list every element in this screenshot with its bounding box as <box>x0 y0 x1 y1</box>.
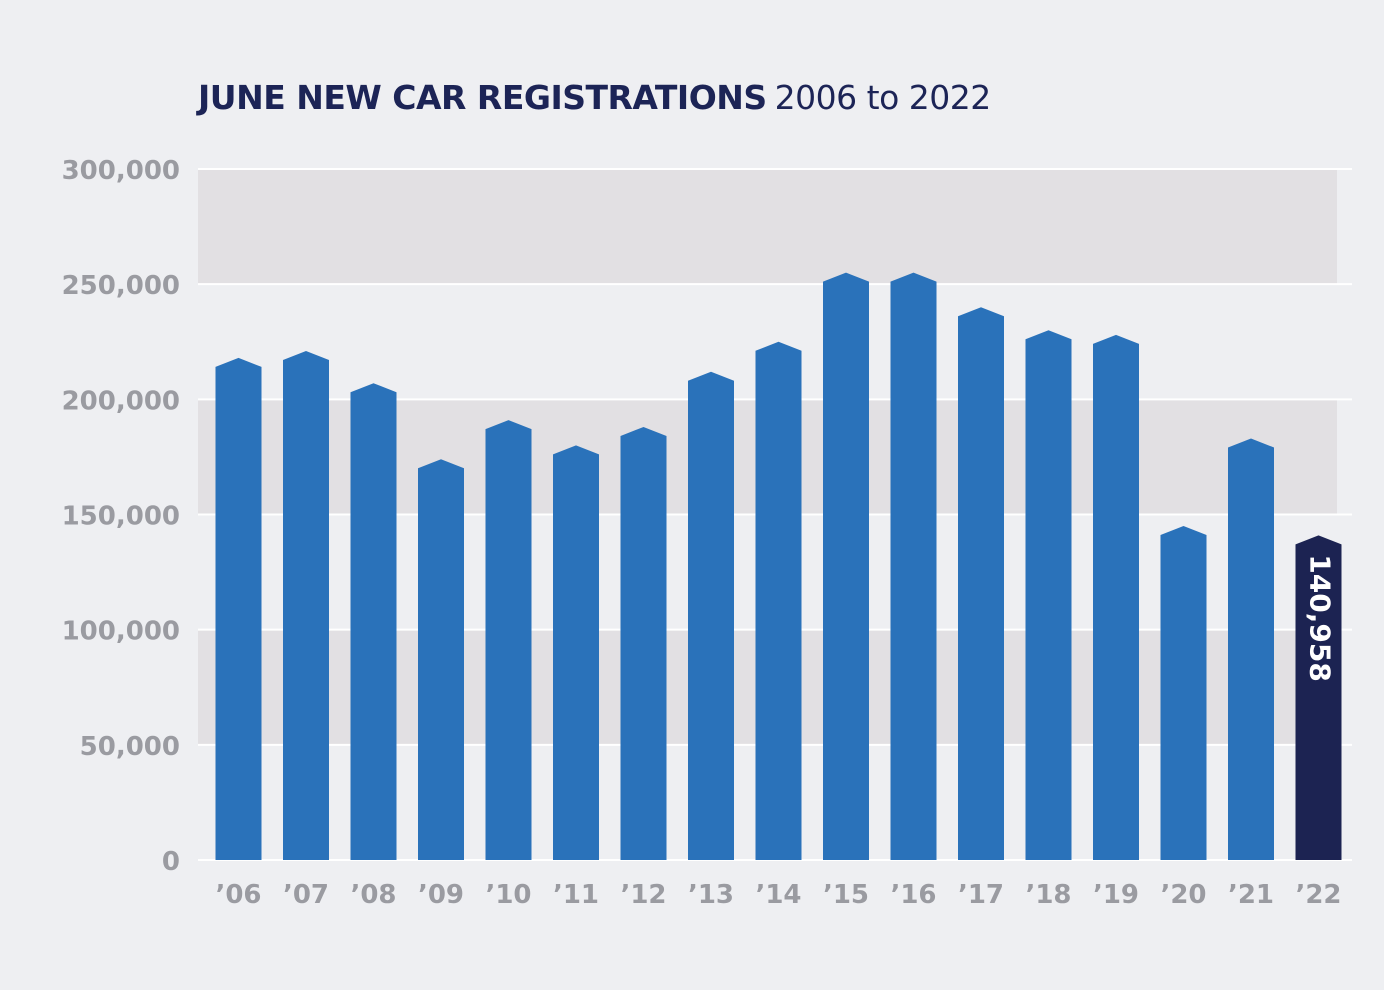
bar-15 <box>1228 438 1274 860</box>
y-tick-label: 150,000 <box>62 502 180 532</box>
x-tick-label: ’18 <box>1025 880 1071 910</box>
bar-16 <box>1295 535 1342 860</box>
bar-8 <box>755 341 802 860</box>
bar-5 <box>553 445 599 860</box>
x-tick-label: ’12 <box>620 880 666 910</box>
data-label: 140,958 <box>1304 554 1337 682</box>
x-tick-label: ’10 <box>485 880 531 910</box>
bar-6 <box>620 426 667 860</box>
bar-1 <box>283 350 329 860</box>
x-tick-label: ’11 <box>553 880 599 910</box>
chart-title-main: JUNE NEW CAR REGISTRATIONS <box>198 78 767 117</box>
bar-4 <box>485 420 532 860</box>
y-tick-label: 0 <box>162 847 180 877</box>
x-tick-label: ’07 <box>283 880 329 910</box>
bar-3 <box>418 459 464 860</box>
y-tick-label: 100,000 <box>62 617 180 647</box>
y-tick-label: 250,000 <box>62 271 180 301</box>
bar-7 <box>688 371 734 860</box>
x-tick-label: ’17 <box>958 880 1004 910</box>
chart-title: JUNE NEW CAR REGISTRATIONS 2006 to 2022 <box>198 78 991 117</box>
x-tick-label: ’09 <box>418 880 464 910</box>
bar-11 <box>958 307 1004 860</box>
chart-title-range: 2006 to 2022 <box>774 78 992 117</box>
x-tick-label: ’22 <box>1295 880 1341 910</box>
x-tick-label: ’19 <box>1093 880 1139 910</box>
chart-bars <box>215 272 1342 861</box>
y-tick-label: 50,000 <box>80 732 180 762</box>
x-tick-label: ’14 <box>755 880 801 910</box>
x-tick-label: ’13 <box>688 880 734 910</box>
x-tick-label: ’06 <box>215 880 261 910</box>
y-axis-ticks: 0 50,000 100,000 150,000 200,000 250,000 300,0… <box>62 156 180 877</box>
bar-10 <box>890 272 937 860</box>
x-axis-ticks: ’06 ’07 ’08 ’09 ’10 ’11 ’12 ’13 ’14 ’15 ’16 ’17 ’18 ’… <box>215 880 1341 910</box>
bar-13 <box>1093 334 1139 861</box>
chart-data-labels: 140,958 <box>1304 554 1337 682</box>
x-tick-label: ’16 <box>890 880 936 910</box>
bar-0 <box>215 357 262 860</box>
x-tick-label: ’20 <box>1160 880 1206 910</box>
bar-12 <box>1025 330 1072 860</box>
x-tick-label: ’08 <box>350 880 396 910</box>
bar-9 <box>823 272 869 860</box>
y-tick-label: 300,000 <box>62 156 180 186</box>
y-tick-label: 200,000 <box>62 386 180 416</box>
x-tick-label: ’15 <box>823 880 869 910</box>
bar-2 <box>350 383 397 860</box>
bar-14 <box>1160 526 1207 860</box>
x-tick-label: ’21 <box>1228 880 1274 910</box>
chart-band-5 <box>198 169 1337 285</box>
